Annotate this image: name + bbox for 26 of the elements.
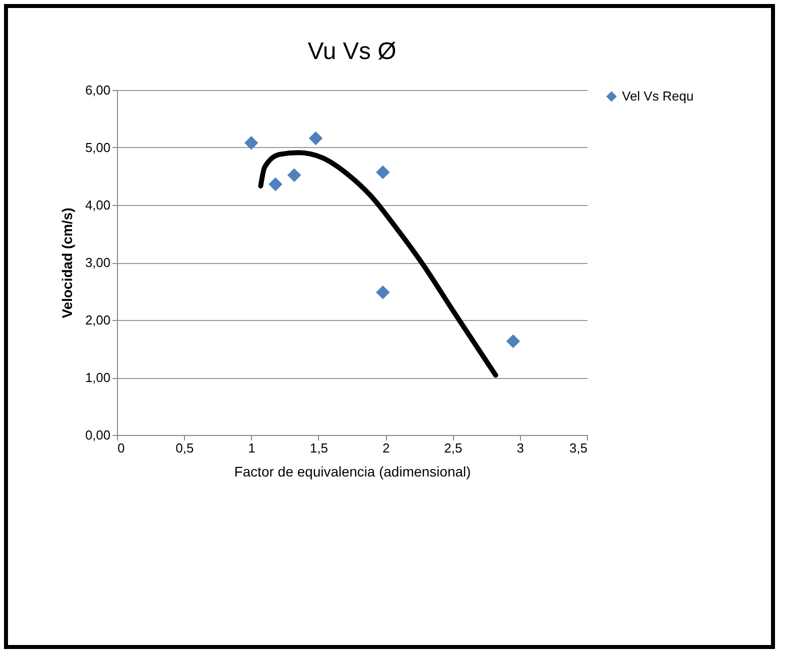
- point: [376, 286, 390, 300]
- x-tick-label: 2,5: [444, 440, 462, 456]
- x-tick-label: 1: [248, 440, 256, 456]
- point: [376, 165, 390, 180]
- point: [287, 168, 302, 182]
- y-tick-label: 3,00: [85, 255, 110, 270]
- y-tick-label: 5,00: [85, 140, 110, 155]
- y-tick-label: 2,00: [85, 312, 110, 328]
- x-tick-label: 3,5: [569, 440, 588, 456]
- chart-title: Vu Vs Ø: [308, 38, 396, 65]
- y-tick-label: 0,00: [85, 428, 110, 442]
- point: [506, 334, 520, 348]
- y-axis-title: Velocidad (cm/s): [59, 208, 76, 318]
- x-tick-label: 2: [382, 440, 390, 456]
- point: [268, 177, 282, 192]
- point: [244, 136, 258, 150]
- y-tick-label: 4,00: [85, 198, 110, 212]
- x-tick-label: 0: [118, 440, 125, 456]
- y-tick-label: 6,00: [85, 82, 110, 98]
- x-tick-label: 0,5: [176, 440, 194, 456]
- point: [308, 131, 323, 146]
- x-tick-label: 3: [516, 440, 524, 456]
- y-tick-label: 1,00: [85, 370, 110, 385]
- legend-label: Vel Vs Requ: [622, 88, 694, 104]
- x-axis-title: Factor de equivalencia (adimensional): [234, 464, 471, 480]
- x-tick-label: 1,5: [310, 440, 328, 456]
